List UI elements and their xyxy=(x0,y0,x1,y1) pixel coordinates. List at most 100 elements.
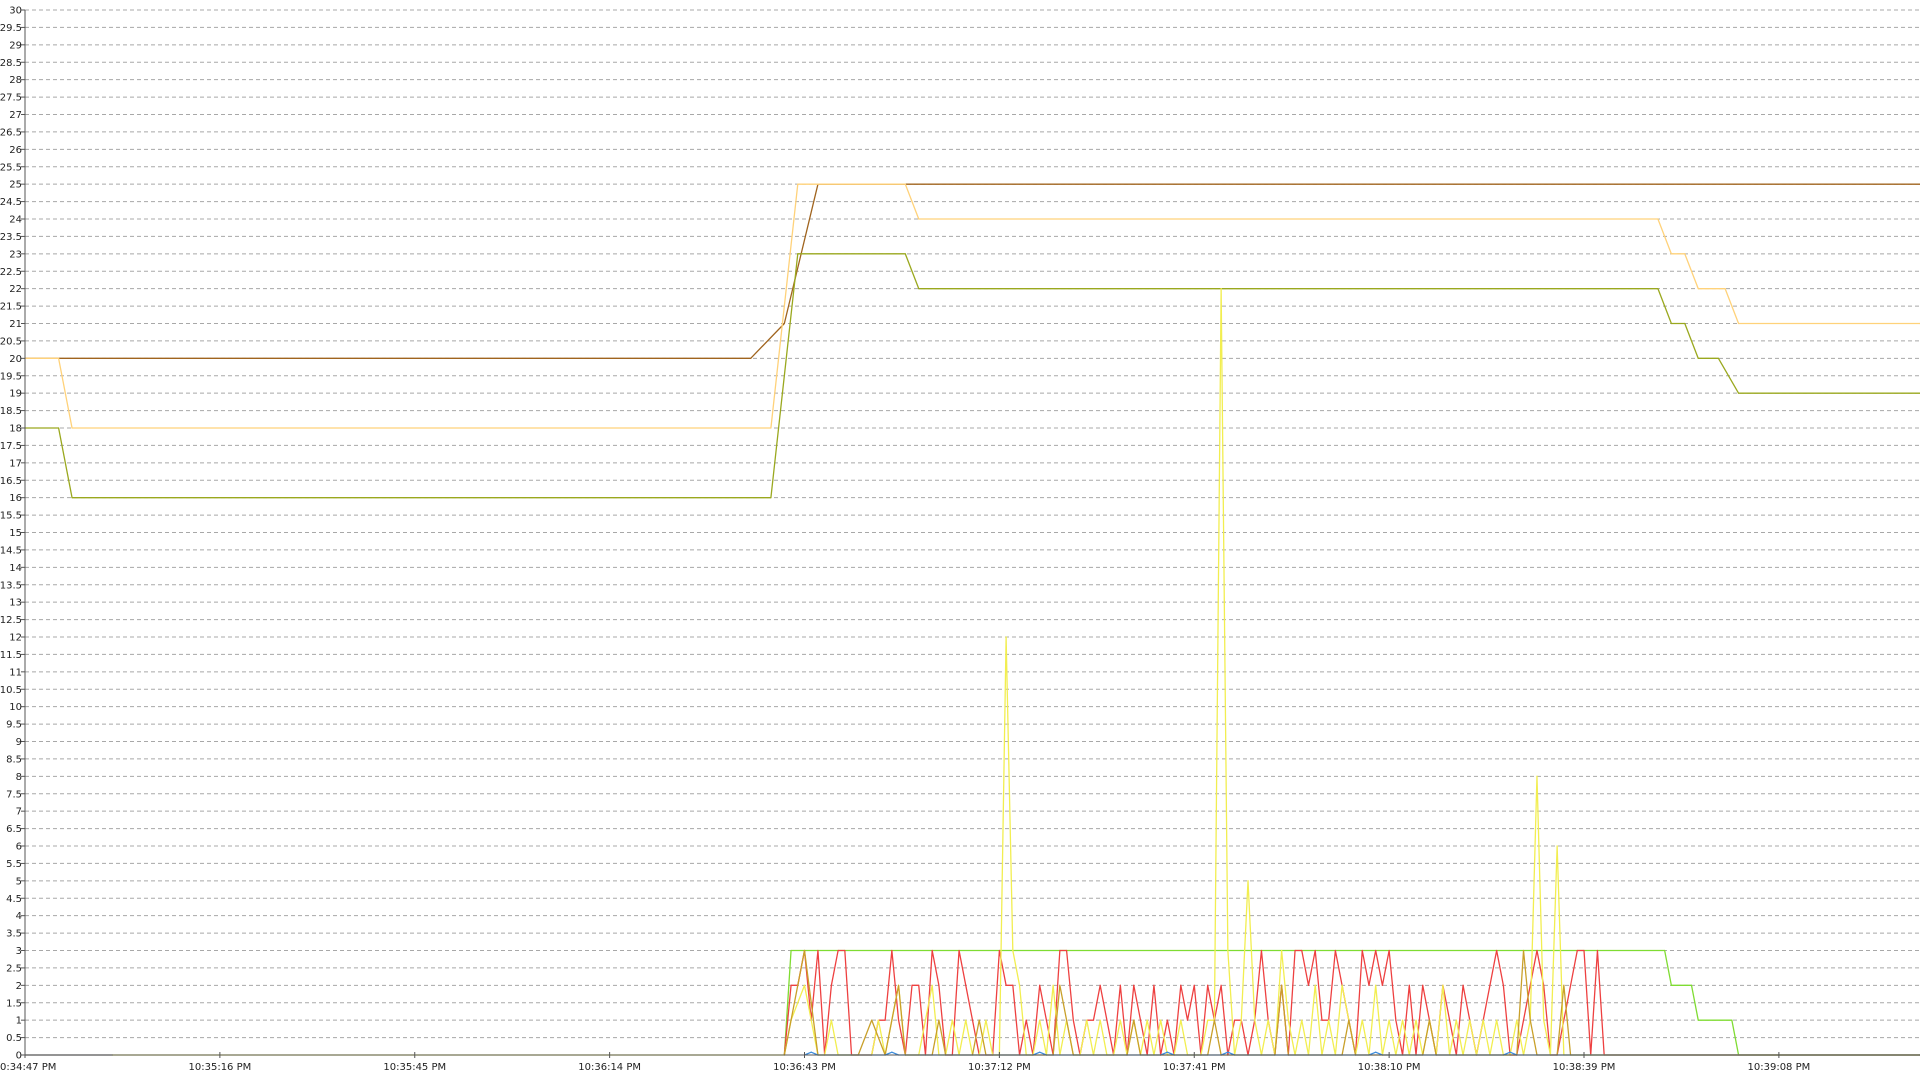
data-point xyxy=(1039,1020,1040,1021)
y-tick-label: 29.5 xyxy=(0,23,22,34)
y-tick-label: 17 xyxy=(9,458,22,469)
y-tick-label: 9.5 xyxy=(6,720,22,731)
data-point xyxy=(1496,950,1497,951)
y-tick-label: 5 xyxy=(16,876,22,887)
y-tick-label: 8 xyxy=(16,772,22,783)
y-tick-label: 17.5 xyxy=(0,441,22,452)
data-point xyxy=(898,1020,899,1021)
data-point xyxy=(1523,1020,1524,1021)
data-point xyxy=(1489,985,1490,986)
y-tick-label: 25 xyxy=(9,180,22,191)
y-tick-label: 16.5 xyxy=(0,476,22,487)
y-tick-label: 27.5 xyxy=(0,93,22,104)
y-tick-label: 12 xyxy=(9,633,22,644)
data-point xyxy=(71,427,72,428)
data-point xyxy=(831,1020,832,1021)
data-point xyxy=(1086,1020,1087,1021)
data-point xyxy=(905,253,906,254)
data-point xyxy=(1442,985,1443,986)
y-tick-label: 6 xyxy=(16,842,22,853)
data-point xyxy=(1160,1020,1161,1021)
data-point xyxy=(1301,950,1302,951)
data-point xyxy=(898,985,899,986)
data-point xyxy=(1006,636,1007,637)
data-point xyxy=(1698,358,1699,359)
data-point xyxy=(1389,1020,1390,1021)
data-point xyxy=(1496,1020,1497,1021)
data-point xyxy=(1415,1020,1416,1021)
y-tick-label: 2.5 xyxy=(6,963,22,974)
y-tick-label: 7 xyxy=(16,807,22,818)
data-point xyxy=(817,950,818,951)
data-point xyxy=(1039,1052,1040,1053)
data-point xyxy=(1167,1020,1168,1021)
data-point xyxy=(1731,1020,1732,1021)
data-point xyxy=(958,950,959,951)
data-point xyxy=(1738,393,1739,394)
data-point xyxy=(1509,1052,1510,1053)
data-point xyxy=(1221,288,1222,289)
data-point xyxy=(58,358,59,359)
data-point xyxy=(1409,985,1410,986)
y-tick-label: 25.5 xyxy=(0,162,22,173)
y-tick-label: 14 xyxy=(9,563,22,574)
y-tick-label: 11 xyxy=(9,667,22,678)
data-point xyxy=(1738,323,1739,324)
data-point xyxy=(1698,288,1699,289)
data-point xyxy=(1019,985,1020,986)
data-point xyxy=(1147,1020,1148,1021)
y-tick-label: 18.5 xyxy=(0,406,22,417)
data-point xyxy=(1368,985,1369,986)
y-tick-label: 0.5 xyxy=(6,1033,22,1044)
data-point xyxy=(804,950,805,951)
y-tick-label: 3.5 xyxy=(6,929,22,940)
y-tick-label: 4 xyxy=(16,911,22,922)
data-point xyxy=(891,1052,892,1053)
data-point xyxy=(1718,358,1719,359)
y-tick-label: 15.5 xyxy=(0,511,22,522)
data-point xyxy=(1563,1020,1564,1021)
data-point xyxy=(938,985,939,986)
data-point xyxy=(905,184,906,185)
y-tick-label: 1 xyxy=(16,1016,22,1027)
data-point xyxy=(1328,1020,1329,1021)
y-tick-label: 3 xyxy=(16,946,22,957)
data-point xyxy=(1234,1020,1235,1021)
data-point xyxy=(972,1020,973,1021)
data-point xyxy=(1066,1020,1067,1021)
data-point xyxy=(1516,1020,1517,1021)
data-point xyxy=(1362,1020,1363,1021)
data-point xyxy=(985,1020,986,1021)
y-tick-label: 1.5 xyxy=(6,998,22,1009)
data-point xyxy=(1066,950,1067,951)
x-tick-label: 10:37:12 PM xyxy=(968,1062,1031,1073)
y-tick-label: 22 xyxy=(9,284,22,295)
data-point xyxy=(1335,950,1336,951)
data-point xyxy=(965,1020,966,1021)
data-point xyxy=(1294,950,1295,951)
data-point xyxy=(1382,985,1383,986)
data-point xyxy=(1254,1020,1255,1021)
data-point xyxy=(804,985,805,986)
y-tick-label: 7.5 xyxy=(6,789,22,800)
data-point xyxy=(1577,950,1578,951)
data-point xyxy=(1227,950,1228,951)
data-point xyxy=(871,1020,872,1021)
data-point xyxy=(1462,985,1463,986)
data-point xyxy=(1402,1020,1403,1021)
data-point xyxy=(1375,1052,1376,1053)
data-point xyxy=(1429,1020,1430,1021)
data-point xyxy=(1241,1020,1242,1021)
data-point xyxy=(1536,776,1537,777)
data-point xyxy=(1583,950,1584,951)
data-point xyxy=(1268,1020,1269,1021)
data-point xyxy=(1073,1020,1074,1021)
data-point xyxy=(1375,985,1376,986)
y-tick-label: 23.5 xyxy=(0,232,22,243)
y-tick-label: 15 xyxy=(9,528,22,539)
y-tick-label: 11.5 xyxy=(0,650,22,661)
data-point xyxy=(911,985,912,986)
data-point xyxy=(838,950,839,951)
data-point xyxy=(1039,985,1040,986)
